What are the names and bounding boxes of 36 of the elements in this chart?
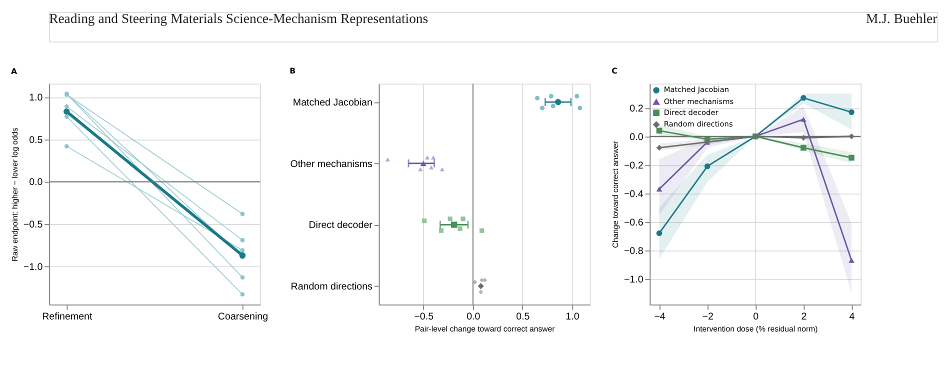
x-tick-label: Refinement: [42, 312, 92, 323]
y-tick-label: Direct decoder: [308, 220, 374, 232]
y-tick-label: 0.2: [630, 103, 644, 114]
text: B: [290, 66, 296, 76]
text: Reading and Steering Materials Science-Mechanism Representations: [49, 10, 428, 26]
y-axis-title: Raw endpoint: higher − lower log odds: [10, 128, 20, 262]
y-tick-label: 0.0: [630, 132, 644, 143]
x-axis-title: Intervention dose (% residual norm): [694, 324, 818, 334]
chart-title: A: [11, 66, 18, 76]
x-tick-label: 4: [849, 312, 856, 323]
x-tick-label: 0.0: [466, 312, 481, 323]
y-tick-label: Matched Jacobian: [292, 97, 372, 108]
y-tick-label: 0.0: [29, 177, 44, 188]
y-tick-label: 0.5: [29, 134, 44, 146]
x-axis-title: Pair-level change toward correct answer: [414, 324, 556, 334]
text: M.J. Buehler: [866, 10, 938, 26]
y-tick-label: −0.5: [23, 220, 44, 231]
x-tick-label: −0.5: [414, 312, 434, 323]
x-tick-label: Coarsening: [218, 312, 268, 323]
x-tick-label: −4: [654, 312, 666, 323]
x-tick-label: 2: [801, 312, 807, 323]
y-tick-label: −1.0: [624, 274, 644, 286]
y-tick-label: 1.0: [29, 92, 44, 104]
y-tick-label: −0.2: [624, 160, 644, 172]
x-tick-label: 0: [753, 312, 760, 323]
y-tick-label: −0.4: [624, 188, 644, 200]
x-tick-label: −2: [702, 312, 714, 323]
x-tick-label: 1.0: [566, 312, 580, 323]
y-tick-label: −0.6: [624, 217, 644, 228]
chart-title: C: [612, 66, 618, 76]
y-tick-label: −1.0: [23, 262, 44, 273]
y-axis-title: Change toward correct answer: [611, 140, 620, 248]
x-tick-label: 0.5: [516, 312, 530, 323]
y-tick-label: Other mechanisms: [290, 158, 373, 170]
y-tick-label: −0.8: [624, 246, 644, 257]
y-tick-label: Random directions: [290, 282, 373, 292]
